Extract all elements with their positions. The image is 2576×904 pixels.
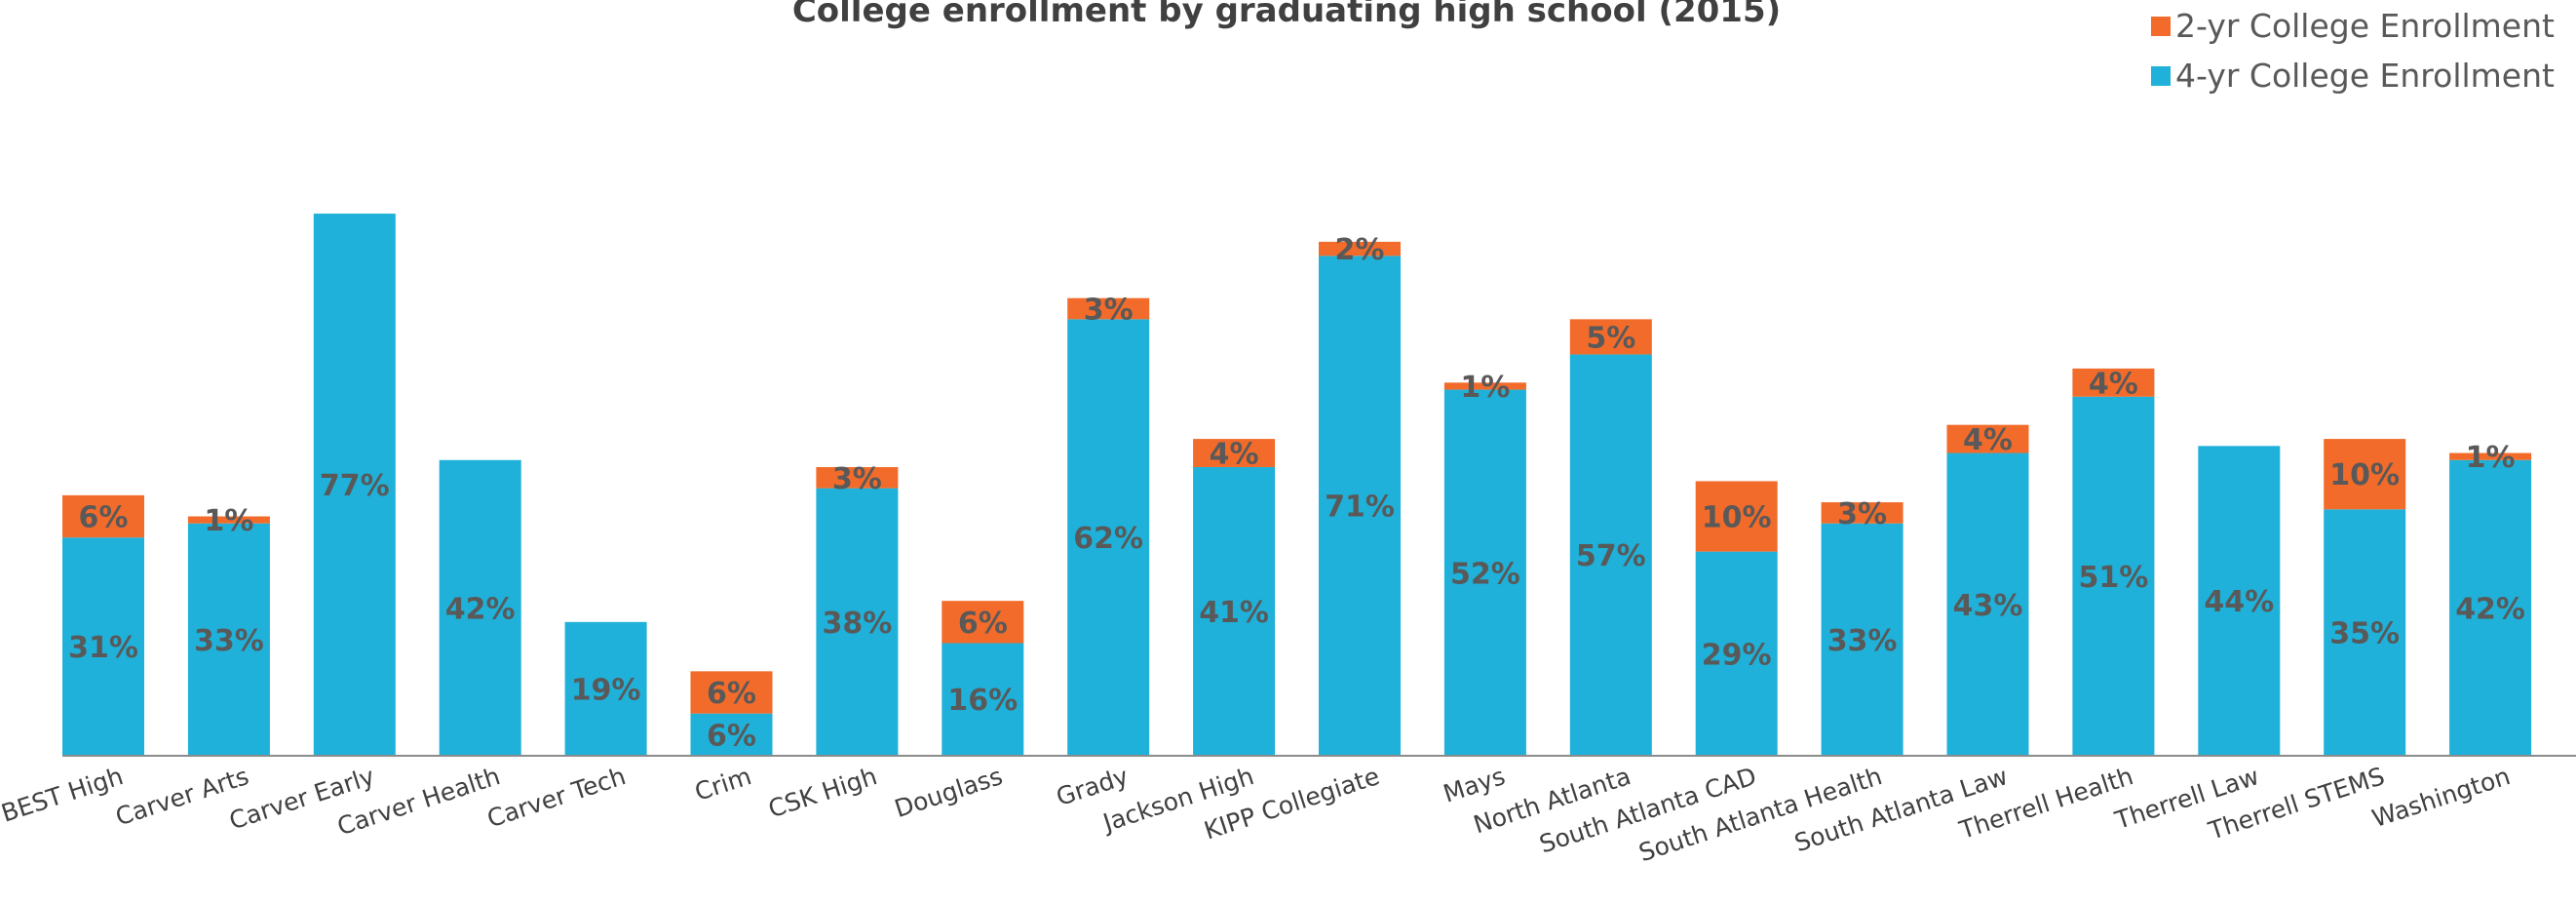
data-label-2yr-kipp-collegiate: 2% <box>1335 233 1385 267</box>
bar-2yr-mays <box>1443 382 1526 390</box>
legend: 2-yr College Enrollment 4-yr College Enro… <box>2151 7 2555 95</box>
data-label-2yr-douglass: 6% <box>958 607 1008 641</box>
data-label-4yr-south-atlanta-law: 43% <box>1953 589 2023 623</box>
data-label-2yr-therrell-stems: 10% <box>2329 458 2400 492</box>
bar-2yr-crim <box>690 671 773 714</box>
data-label-2yr-south-atlanta-health: 3% <box>1837 497 1887 531</box>
data-label-4yr-therrell-health: 51% <box>2078 561 2148 595</box>
bar-4yr-therrell-stems <box>2324 509 2406 756</box>
data-label-2yr-crim: 6% <box>707 677 756 711</box>
bar-4yr-south-atlanta-law <box>1946 452 2029 756</box>
x-tick-label-mays: Mays <box>1440 762 1509 808</box>
data-label-4yr-north-atlanta: 57% <box>1576 539 1646 573</box>
x-tick-label-carver-tech: Carver Tech <box>483 762 629 833</box>
data-label-2yr-jackson-high: 4% <box>1210 438 1259 472</box>
data-label-4yr-carver-early: 77% <box>320 469 390 503</box>
bar-4yr-crim <box>690 713 773 756</box>
data-label-2yr-north-atlanta: 5% <box>1586 321 1635 355</box>
data-label-4yr-therrell-stems: 35% <box>2329 617 2400 651</box>
bar-2yr-csk-high <box>816 466 899 489</box>
bar-4yr-carver-early <box>313 214 396 756</box>
bar-4yr-carver-tech <box>564 621 647 756</box>
data-label-4yr-csk-high: 38% <box>822 607 892 641</box>
data-label-4yr-crim: 6% <box>707 719 756 753</box>
chart-title: College enrollment by graduating high sc… <box>792 0 1781 30</box>
x-tick-label-best-high: BEST High <box>0 762 127 828</box>
legend-label-2-yr-college-enrollment: 2-yr College Enrollment <box>2175 7 2555 45</box>
data-label-2yr-washington: 1% <box>2466 441 2516 475</box>
bar-4yr-csk-high <box>816 488 899 756</box>
data-label-2yr-grady: 3% <box>1084 294 1134 328</box>
bar-2yr-washington <box>2449 452 2532 460</box>
bar-4yr-kipp-collegiate <box>1319 255 1401 756</box>
data-label-2yr-south-atlanta-cad: 10% <box>1702 501 1772 535</box>
data-label-2yr-south-atlanta-law: 4% <box>1963 423 2013 457</box>
data-label-2yr-best-high: 6% <box>79 501 129 535</box>
bar-2yr-south-atlanta-cad <box>1695 481 1778 552</box>
data-label-2yr-carver-arts: 1% <box>204 504 253 538</box>
bar-4yr-douglass <box>942 643 1024 756</box>
bar-2yr-south-atlanta-health <box>1821 502 1903 524</box>
x-tick-label-douglass: Douglass <box>891 762 1006 823</box>
bar-4yr-jackson-high <box>1193 466 1276 756</box>
data-label-4yr-jackson-high: 41% <box>1199 596 1269 630</box>
legend-label-4-yr-college-enrollment: 4-yr College Enrollment <box>2175 57 2555 95</box>
bar-2yr-douglass <box>942 601 1024 644</box>
data-label-2yr-csk-high: 3% <box>832 462 882 496</box>
data-label-4yr-carver-arts: 33% <box>194 624 264 658</box>
bar-2yr-south-atlanta-law <box>1946 424 2029 453</box>
bar-2yr-best-high <box>62 494 144 538</box>
bar-2yr-therrell-stems <box>2324 439 2406 510</box>
bar-2yr-jackson-high <box>1193 439 1276 467</box>
bars <box>62 214 2532 756</box>
data-labels: 31% 6% 33% 1% 77% 42% 19% 6% 6% 38% 3% 16% 6% 62% 3% 41… <box>68 233 2525 753</box>
bar-2yr-carver-arts <box>187 516 270 524</box>
bar-4yr-mays <box>1443 389 1526 756</box>
data-label-4yr-best-high: 31% <box>68 631 138 665</box>
bar-4yr-best-high <box>62 537 144 756</box>
legend-swatch-4-yr-college-enrollment <box>2151 66 2171 86</box>
bar-2yr-therrell-health <box>2072 368 2155 397</box>
bar-4yr-washington <box>2449 459 2532 756</box>
data-label-2yr-mays: 1% <box>1460 371 1510 405</box>
bar-4yr-north-atlanta <box>1569 354 1652 756</box>
x-tick-label-washington: Washington <box>2368 762 2514 833</box>
legend-swatch-2-yr-college-enrollment <box>2151 17 2171 36</box>
bar-4yr-carver-health <box>439 459 521 756</box>
bar-4yr-south-atlanta-health <box>1821 523 1903 756</box>
bar-2yr-grady <box>1067 297 1150 320</box>
data-label-4yr-south-atlanta-health: 33% <box>1827 624 1898 658</box>
data-label-4yr-douglass: 16% <box>947 684 1018 718</box>
x-tick-label-csk-high: CSK High <box>765 762 880 823</box>
bar-4yr-therrell-health <box>2072 396 2155 756</box>
data-label-4yr-washington: 42% <box>2455 592 2525 626</box>
data-label-4yr-carver-tech: 19% <box>571 673 641 707</box>
data-label-4yr-carver-health: 42% <box>445 592 516 626</box>
x-tick-label-crim: Crim <box>691 762 754 806</box>
data-label-4yr-mays: 52% <box>1450 557 1520 591</box>
data-label-4yr-therrell-law: 44% <box>2204 585 2274 619</box>
bar-4yr-carver-arts <box>187 523 270 756</box>
data-label-4yr-kipp-collegiate: 71% <box>1325 491 1395 525</box>
data-label-4yr-grady: 62% <box>1073 522 1143 556</box>
data-label-4yr-south-atlanta-cad: 29% <box>1702 638 1772 672</box>
data-label-2yr-therrell-health: 4% <box>2089 367 2138 401</box>
bar-2yr-kipp-collegiate <box>1319 241 1401 256</box>
bar-4yr-south-atlanta-cad <box>1695 551 1778 756</box>
bar-4yr-therrell-law <box>2198 446 2281 756</box>
bar-4yr-grady <box>1067 319 1150 756</box>
bar-2yr-north-atlanta <box>1569 319 1652 355</box>
